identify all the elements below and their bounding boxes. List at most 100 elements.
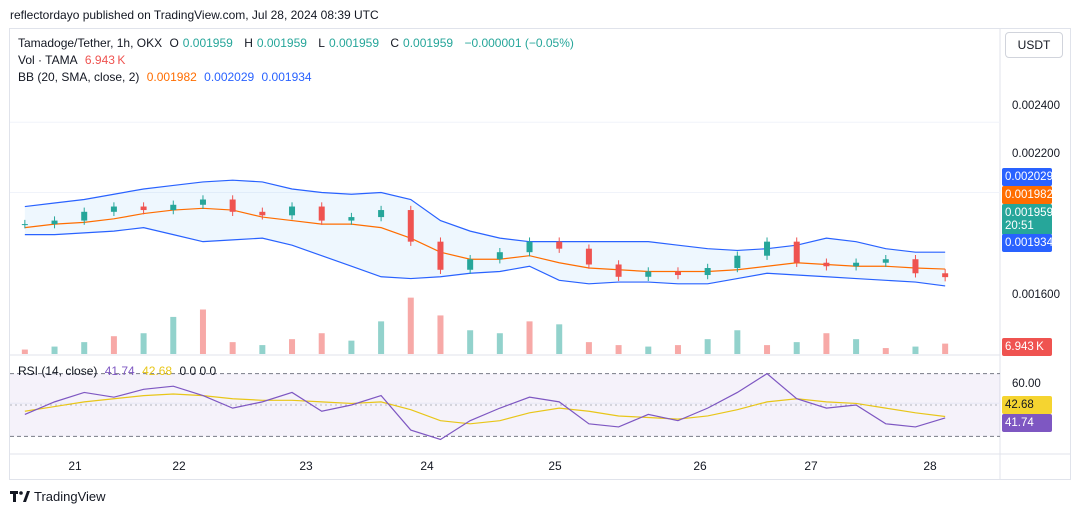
rsi-legend: RSI (14, close) 41.74 42.68 0 0 0 0 <box>18 364 220 378</box>
volume-bar <box>21 349 28 354</box>
volume-bar <box>140 333 147 354</box>
rsi-ma-value: 42.68 <box>142 364 173 378</box>
low-value: 0.001959 <box>328 36 380 50</box>
bb-lower-value: 0.001934 <box>261 70 312 84</box>
time-tick-label: 24 <box>420 459 434 473</box>
close-value: 0.001959 <box>403 36 454 50</box>
volume-bar <box>615 345 622 354</box>
change-value: −0.000001 (−0.05%) <box>464 36 574 50</box>
candle-body <box>318 206 325 221</box>
candle-body <box>674 271 681 276</box>
candle-body <box>853 262 860 267</box>
volume-legend: Vol · TAMA 6.943 K <box>18 53 129 67</box>
candle-body <box>942 273 949 278</box>
volume-bar <box>556 324 563 354</box>
candle-body <box>110 206 117 212</box>
time-tick-label: 21 <box>68 459 82 473</box>
bb-background <box>24 180 946 286</box>
symbol-title[interactable]: Tamadoge/Tether, 1h, OKX <box>18 36 163 50</box>
volume-bar <box>378 321 385 354</box>
volume-bar <box>645 346 652 354</box>
price-tick: 0.002200 <box>1012 148 1060 160</box>
volume-bar <box>496 333 503 354</box>
close-label: C <box>390 36 400 50</box>
bb-upper-value: 0.002029 <box>204 70 255 84</box>
candle-body <box>407 210 414 242</box>
volume-bar <box>585 342 592 354</box>
volume-bar <box>407 297 414 354</box>
candle-body <box>615 264 622 277</box>
candle-body <box>21 224 28 226</box>
price-tick: 0.001600 <box>1012 289 1060 301</box>
volume-bar <box>170 316 177 354</box>
bb-upper-tag: 0.002029 <box>1002 168 1053 186</box>
bb-basis-tag: 0.001982 <box>1002 186 1053 204</box>
time-tick-label: 25 <box>548 459 562 473</box>
bb-label[interactable]: BB (20, SMA, close, 2) <box>18 70 140 84</box>
candle-body <box>882 259 889 263</box>
bb-basis-value: 0.001982 <box>146 70 197 84</box>
volume-tag: 6.943 K <box>1002 338 1052 356</box>
candle-body <box>378 210 385 218</box>
candle-body <box>556 241 563 249</box>
bb-lower-line <box>24 227 946 287</box>
time-tick-label: 26 <box>693 459 707 473</box>
candle-body <box>496 252 503 260</box>
volume-bar <box>110 336 117 354</box>
rsi-line <box>24 372 946 441</box>
bar-countdown-tag: 20:51 <box>1002 217 1052 235</box>
volume-bar <box>823 333 830 354</box>
volume-bar <box>674 345 681 354</box>
candle-body <box>289 206 296 216</box>
rsi-value: 41.74 <box>104 364 135 378</box>
rsi-label[interactable]: RSI (14, close) <box>18 364 98 378</box>
bb-legend: BB (20, SMA, close, 2) 0.001982 0.002029… <box>18 70 316 84</box>
publish-note: reflectordayo published on TradingView.c… <box>10 8 379 22</box>
time-tick-label: 28 <box>923 459 937 473</box>
low-label: L <box>318 36 325 50</box>
volume-bar <box>882 348 889 354</box>
bb-basis-line <box>24 207 946 273</box>
candle-body <box>912 259 919 274</box>
volume-bar <box>289 339 296 354</box>
candle-body <box>704 268 711 276</box>
candle-body <box>229 199 236 212</box>
footer-brand[interactable]: TradingView <box>10 489 106 504</box>
volume-bar <box>199 309 206 354</box>
volume-bar <box>912 346 919 354</box>
volume-bar <box>437 315 444 354</box>
volume-label[interactable]: Vol · TAMA <box>18 53 78 67</box>
rsi-ma-line <box>24 393 946 425</box>
symbol-legend: Tamadoge/Tether, 1h, OKX O 0.001959 H 0.00… <box>18 36 578 50</box>
rsi-ma-tag: 42.68 <box>1002 396 1052 414</box>
volume-bar <box>229 342 236 354</box>
candle-body <box>734 255 741 268</box>
high-label: H <box>244 36 253 50</box>
time-tick-label: 27 <box>804 459 818 473</box>
time-tick-label: 22 <box>172 459 186 473</box>
candle-body <box>437 241 444 270</box>
open-value: 0.001959 <box>182 36 233 50</box>
bb-upper-line <box>24 179 946 253</box>
high-value: 0.001959 <box>256 36 307 50</box>
volume-bar <box>467 330 474 354</box>
volume-bar <box>793 342 800 354</box>
candle-body <box>140 206 147 211</box>
volume-bar <box>51 346 58 354</box>
candle-body <box>51 220 58 225</box>
brand-name: TradingView <box>34 489 106 504</box>
time-tick-label: 23 <box>299 459 313 473</box>
currency-button[interactable]: USDT <box>1005 32 1063 58</box>
rsi-tag: 41.74 <box>1002 414 1052 432</box>
volume-bar <box>734 330 741 354</box>
candle-body <box>259 211 266 216</box>
candle-body <box>793 241 800 263</box>
candle-body <box>81 211 88 221</box>
volume-value: 6.943 K <box>84 53 126 67</box>
volume-bar <box>318 333 325 354</box>
rsi-extra-values: 0 0 0 0 <box>179 364 217 378</box>
candle-body <box>348 217 355 221</box>
tradingview-logo-icon <box>10 490 30 502</box>
chart-frame <box>9 28 1071 480</box>
